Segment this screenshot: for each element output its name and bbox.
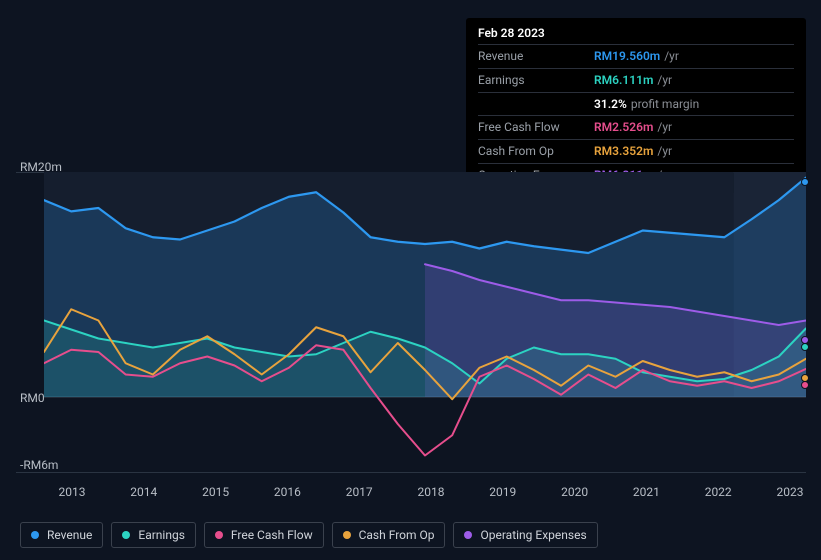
tooltip-row: EarningsRM6.111m/yr — [478, 68, 794, 92]
tooltip-row-value: RM3.352m — [594, 143, 653, 160]
tooltip-row-label: Free Cash Flow — [478, 119, 594, 136]
legend-dot-icon — [31, 531, 39, 539]
x-axis-label: 2013 — [59, 485, 86, 499]
tooltip-rows: RevenueRM19.560m/yrEarningsRM6.111m/yr31… — [478, 44, 794, 187]
legend-chip-label: Earnings — [138, 528, 185, 542]
x-axis-label: 2017 — [346, 485, 373, 499]
tooltip-row-unit: profit margin — [631, 96, 699, 113]
tooltip-row: Cash From OpRM3.352m/yr — [478, 139, 794, 163]
x-axis-label: 2020 — [561, 485, 588, 499]
x-axis-label: 2018 — [418, 485, 445, 499]
financials-chart-widget: Feb 28 2023 RevenueRM19.560m/yrEarningsR… — [0, 0, 821, 560]
tooltip-row-label — [478, 96, 594, 113]
chart-tooltip: Feb 28 2023 RevenueRM19.560m/yrEarningsR… — [466, 18, 806, 193]
legend-chip[interactable]: Cash From Op — [332, 522, 446, 548]
x-axis-label: 2019 — [489, 485, 516, 499]
legend-chip-label: Cash From Op — [359, 528, 435, 542]
legend-chip[interactable]: Revenue — [20, 522, 103, 548]
tooltip-row-unit: /yr — [657, 72, 672, 89]
tooltip-row-value: RM2.526m — [594, 119, 653, 136]
legend-chip[interactable]: Operating Expenses — [453, 522, 597, 548]
tooltip-row: 31.2%profit margin — [478, 92, 794, 116]
x-axis-label: 2021 — [633, 485, 660, 499]
legend-chip[interactable]: Earnings — [111, 522, 196, 548]
legend-chip-label: Free Cash Flow — [231, 528, 313, 542]
tooltip-row-label: Revenue — [478, 48, 594, 65]
chart-plot-area[interactable] — [44, 172, 806, 472]
tooltip-row-value: RM6.111m — [594, 72, 653, 89]
tooltip-row-unit: /yr — [657, 119, 672, 136]
plot-bottom-border — [16, 472, 806, 473]
legend-dot-icon — [343, 531, 351, 539]
tooltip-date: Feb 28 2023 — [478, 26, 794, 44]
y-axis-label: RM0 — [20, 391, 45, 405]
tooltip-row-value: 31.2% — [594, 96, 627, 113]
tooltip-row-unit: /yr — [657, 143, 672, 160]
legend-chip-label: Operating Expenses — [480, 528, 586, 542]
tooltip-row-unit: /yr — [664, 48, 679, 65]
x-axis-label: 2014 — [130, 485, 157, 499]
legend-chip-bar: Revenue Earnings Free Cash Flow Cash From O… — [20, 522, 598, 548]
x-axis-label: 2016 — [274, 485, 301, 499]
series-end-marker — [801, 343, 809, 351]
legend-dot-icon — [464, 531, 472, 539]
tooltip-row-label: Cash From Op — [478, 143, 594, 160]
legend-chip[interactable]: Free Cash Flow — [204, 522, 324, 548]
tooltip-row-value: RM19.560m — [594, 48, 660, 65]
tooltip-row: Free Cash FlowRM2.526m/yr — [478, 115, 794, 139]
series-end-marker — [801, 381, 809, 389]
x-axis-label: 2023 — [777, 485, 804, 499]
tooltip-row-label: Earnings — [478, 72, 594, 89]
legend-chip-label: Revenue — [47, 528, 92, 542]
x-axis-label: 2022 — [705, 485, 732, 499]
legend-dot-icon — [122, 531, 130, 539]
series-end-marker — [801, 178, 809, 186]
tooltip-row: RevenueRM19.560m/yr — [478, 44, 794, 68]
legend-dot-icon — [215, 531, 223, 539]
x-axis-label: 2015 — [202, 485, 229, 499]
